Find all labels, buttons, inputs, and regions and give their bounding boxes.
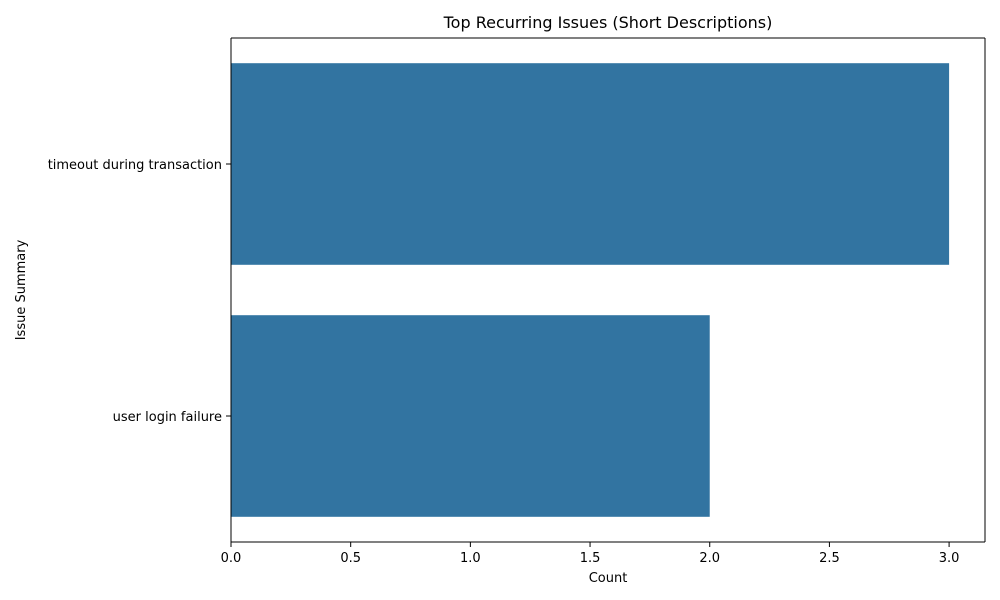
bar-1 xyxy=(231,315,710,517)
x-tick-label-6: 3.0 xyxy=(939,551,960,566)
x-tick-label-1: 0.5 xyxy=(340,551,361,566)
x-tick-label-4: 2.0 xyxy=(699,551,720,566)
x-tick-label-3: 1.5 xyxy=(580,551,601,566)
chart-title: Top Recurring Issues (Short Descriptions… xyxy=(443,13,773,32)
x-axis-ticks: 0.0 0.5 1.0 1.5 2.0 2.5 3.0 xyxy=(221,542,960,566)
x-tick-label-2: 1.0 xyxy=(460,551,481,566)
x-tick-label-0: 0.0 xyxy=(221,551,242,566)
x-axis-label: Count xyxy=(589,571,628,586)
bar-0 xyxy=(231,63,950,265)
y-tick-label-1: user login failure xyxy=(113,410,222,425)
x-tick-label-5: 2.5 xyxy=(819,551,840,566)
bars-group xyxy=(231,63,950,517)
y-tick-label-0: timeout during transaction xyxy=(48,158,222,173)
y-axis-ticks: timeout during transaction user login fai… xyxy=(48,158,231,425)
y-axis-label: Issue Summary xyxy=(14,239,29,340)
